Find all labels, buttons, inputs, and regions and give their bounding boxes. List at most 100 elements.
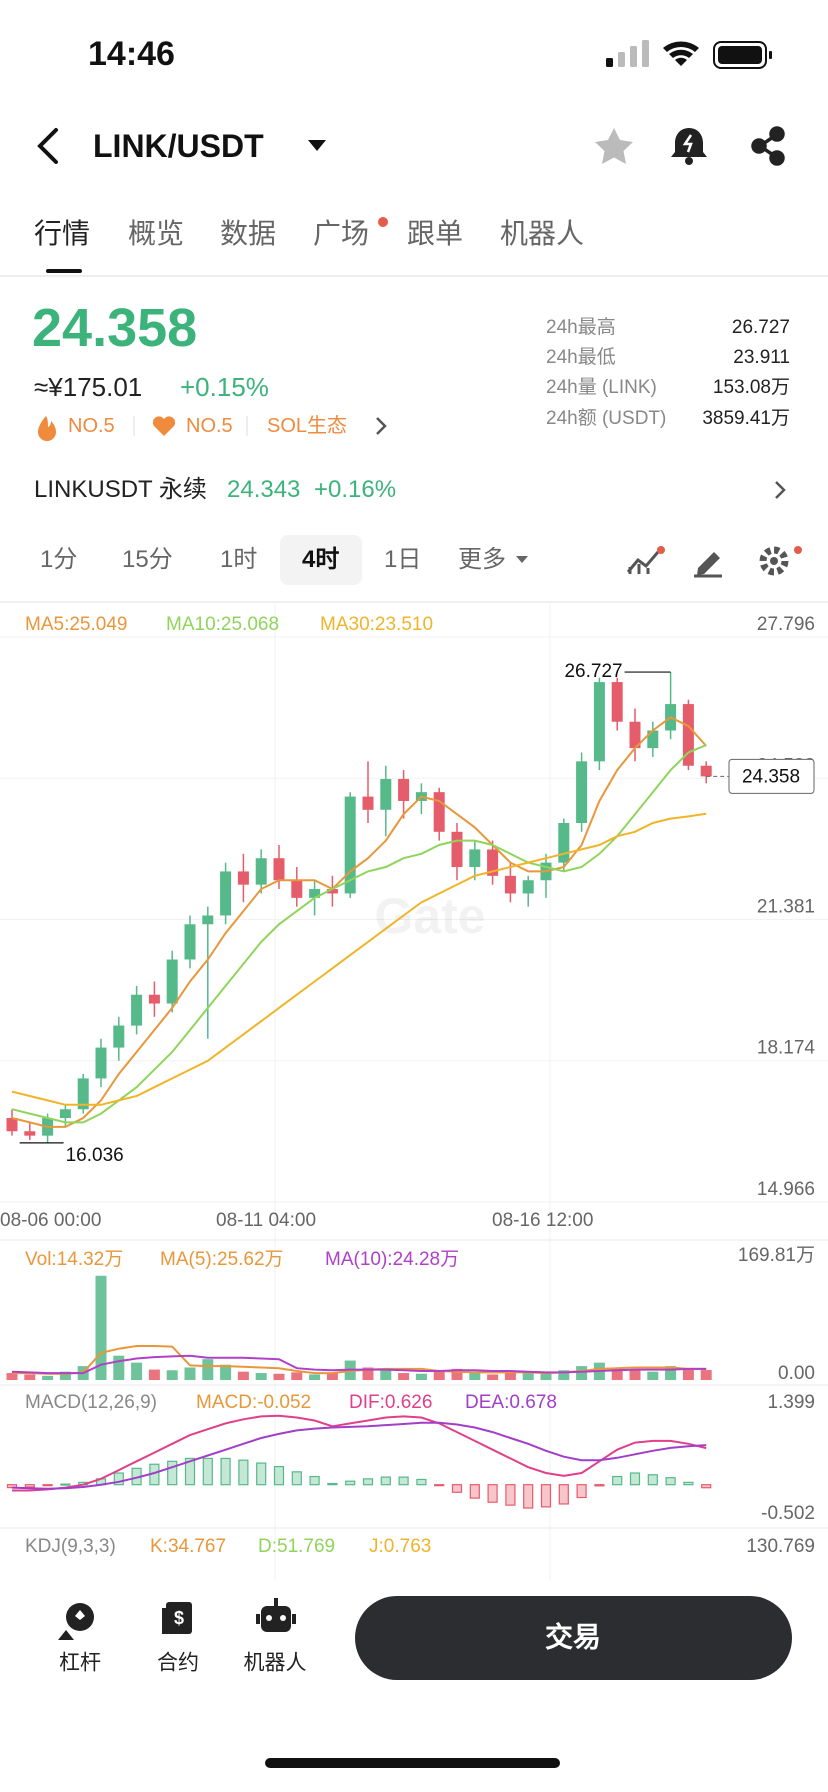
candle-body (700, 765, 712, 777)
macd-line (12, 1414, 707, 1492)
candle-body (326, 889, 338, 894)
x-tick-label: 08-11 04:00 (216, 1210, 316, 1231)
timeframe[interactable]: 更多 (458, 546, 506, 573)
ma-legend: MA10:25.068 (166, 614, 279, 635)
macd-bar (629, 1472, 641, 1486)
vol-legend: Vol:14.32万 (25, 1249, 123, 1270)
more-triangle[interactable] (516, 556, 528, 563)
tab[interactable]: 行情 (34, 218, 91, 249)
volume-bar (522, 1373, 534, 1380)
perp-name[interactable]: LINKUSDT 永续 (34, 476, 207, 503)
macd-bar (291, 1471, 302, 1486)
macd-legend: DIF:0.626 (349, 1392, 432, 1413)
volume-bar (202, 1359, 214, 1380)
macd-bar (345, 1480, 356, 1486)
macd-bar (202, 1457, 213, 1486)
robot-icon[interactable] (256, 1598, 296, 1632)
tab[interactable]: 跟单 (407, 218, 464, 249)
vol-tick-label: 0.00 (778, 1363, 815, 1384)
indicator-icon[interactable] (626, 546, 665, 574)
chevron[interactable] (775, 481, 786, 499)
volume-bar (700, 1370, 712, 1380)
macd-bar (647, 1474, 658, 1486)
candle-body (113, 1025, 125, 1048)
volume-bar (576, 1366, 588, 1380)
chevron[interactable] (376, 417, 387, 435)
leverage-icon[interactable] (58, 1603, 94, 1640)
volume-bar (220, 1364, 232, 1380)
star-icon[interactable] (595, 128, 633, 164)
candle-body (166, 959, 178, 1004)
macd-tick-label: 1.399 (767, 1392, 815, 1413)
volume-bar (255, 1373, 267, 1380)
bottom-item-label[interactable]: 机器人 (244, 1652, 307, 1675)
tab[interactable]: 广场 (313, 218, 370, 249)
vol-legend: MA(10):24.28万 (325, 1249, 459, 1270)
timeframe[interactable]: 15分 (122, 546, 173, 573)
last-price: 24.358 (32, 298, 198, 358)
bell-icon[interactable] (671, 128, 707, 165)
share-icon[interactable] (751, 126, 785, 166)
timeframe[interactable]: 1分 (40, 546, 78, 573)
tab-underline (46, 269, 82, 273)
perp-price: 24.343 (227, 476, 301, 503)
pair-title[interactable]: LINK/USDT (93, 128, 264, 164)
volume-bar (273, 1373, 285, 1380)
volume-bar (309, 1374, 321, 1380)
candle-body (255, 858, 267, 885)
rank-badge[interactable]: SOL生态 (267, 415, 348, 437)
tab[interactable]: 数据 (220, 218, 277, 249)
contract-icon[interactable]: $ (162, 1602, 192, 1634)
macd-bar (256, 1462, 267, 1486)
bottom-item-label[interactable]: 杠杆 (59, 1652, 101, 1675)
stat-value: 3859.41万 (702, 408, 790, 429)
dropdown[interactable] (308, 140, 326, 151)
tab[interactable]: 概览 (128, 218, 185, 249)
macd-bar (184, 1457, 196, 1486)
macd-legend: MACD(12,26,9) (25, 1392, 157, 1413)
status-icons (606, 40, 772, 69)
macd-bar (113, 1472, 124, 1486)
macd-bar (540, 1484, 552, 1508)
macd-bar (416, 1478, 427, 1486)
macd-bar (665, 1477, 676, 1486)
trade-button[interactable] (355, 1596, 792, 1680)
trade-label[interactable]: 交易 (545, 1620, 601, 1652)
back-button[interactable] (37, 128, 58, 164)
macd-bar (60, 1483, 71, 1486)
candle-body (487, 849, 499, 876)
macd-bar (451, 1484, 463, 1493)
volume-bar (291, 1372, 303, 1380)
macd-bar (309, 1475, 320, 1486)
price-change: +0.15% (180, 372, 269, 402)
kdj-tick-label: 130.769 (746, 1536, 815, 1557)
timeframe[interactable]: 1时 (220, 546, 258, 573)
vol-tick-label: 169.81万 (738, 1245, 815, 1266)
candle-body (24, 1131, 36, 1136)
settings-icon[interactable] (759, 546, 802, 576)
candle-body (504, 875, 516, 894)
stat-value: 153.08万 (712, 377, 790, 398)
draw-icon[interactable] (694, 552, 722, 578)
volume-bar (647, 1371, 659, 1380)
volume-bar (6, 1373, 18, 1380)
candle-body (451, 831, 463, 868)
candle-body (59, 1109, 71, 1119)
ma-legend: MA30:23.510 (320, 614, 433, 635)
macd-bar (487, 1484, 498, 1503)
candle-body (522, 880, 534, 894)
timeframe[interactable]: 1日 (384, 546, 422, 573)
tab[interactable]: 机器人 (500, 218, 585, 249)
bottom-item-label[interactable]: 合约 (157, 1652, 199, 1675)
volume-bar (148, 1369, 160, 1380)
volume-bar (362, 1367, 374, 1380)
volume-bar (469, 1373, 481, 1380)
candle-body (362, 796, 374, 810)
volume-bar (184, 1367, 196, 1380)
volume-bar (326, 1373, 338, 1380)
candle-body (6, 1118, 18, 1132)
volume-bar (415, 1373, 427, 1380)
macd-bar (576, 1484, 587, 1499)
timeframe[interactable]: 4时 (302, 546, 340, 573)
